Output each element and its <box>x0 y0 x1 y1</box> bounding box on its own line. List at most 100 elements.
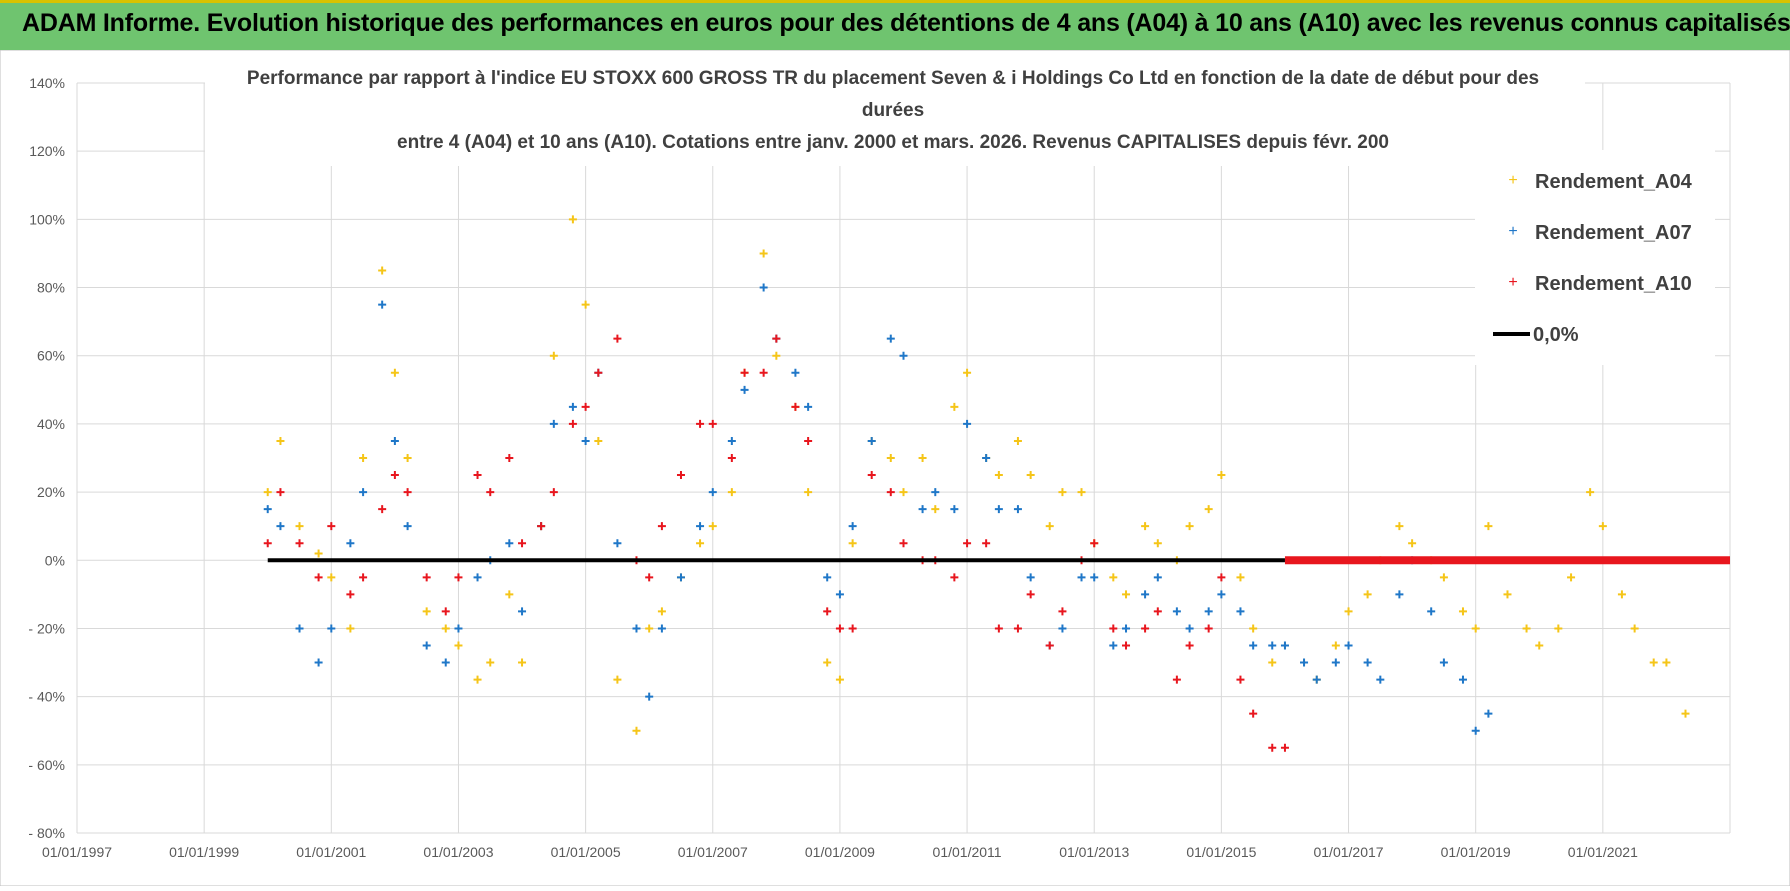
y-tick-label: - 20% <box>28 620 65 636</box>
point-rendement_a07 <box>295 624 304 633</box>
point-rendement_a04 <box>759 249 768 258</box>
point-rendement_a07 <box>390 436 399 445</box>
point-rendement_a10 <box>645 573 654 582</box>
point-rendement_a10 <box>327 522 336 531</box>
point-rendement_a10 <box>1058 607 1067 616</box>
x-tick-label: 01/01/2011 <box>933 844 1002 860</box>
point-rendement_a07 <box>1300 658 1309 667</box>
x-tick-label: 01/01/2013 <box>1059 844 1129 860</box>
y-tick-label: 40% <box>37 416 65 432</box>
y-axis-ticks: 140% 120% 100% 80% 60% 40% 20% 0% - 20% - 40% - 60… <box>28 75 65 841</box>
point-rendement_a10 <box>613 334 622 343</box>
point-rendement_a04 <box>918 454 927 462</box>
point-rendement_a07 <box>1268 641 1277 650</box>
point-rendement_a07 <box>276 522 285 531</box>
point-rendement_a04 <box>263 488 272 497</box>
point-rendement_a04 <box>1503 590 1512 599</box>
point-rendement_a04 <box>823 658 832 667</box>
point-rendement_a07 <box>823 573 832 582</box>
point-rendement_a04 <box>1045 522 1054 531</box>
point-rendement_a07 <box>886 334 895 343</box>
point-rendement_a04 <box>295 522 304 531</box>
point-rendement_a10 <box>518 539 527 548</box>
x-tick-label: 01/01/2001 <box>296 844 366 860</box>
point-rendement_a07 <box>1058 624 1067 633</box>
point-rendement_a10 <box>1026 590 1035 599</box>
point-rendement_a04 <box>696 539 705 548</box>
point-rendement_a10 <box>886 488 895 497</box>
point-rendement_a10 <box>1045 641 1054 650</box>
point-rendement_a07 <box>378 300 387 309</box>
point-rendement_a07 <box>982 454 991 462</box>
point-rendement_a07 <box>1153 573 1162 582</box>
point-rendement_a04 <box>1217 471 1226 480</box>
x-tick-label: 01/01/2005 <box>551 844 621 860</box>
point-rendement_a04 <box>1109 573 1118 582</box>
point-rendement_a04 <box>899 488 908 497</box>
point-rendement_a07 <box>899 351 908 360</box>
point-rendement_a07 <box>1344 641 1353 650</box>
point-rendement_a10 <box>454 573 463 582</box>
point-rendement_a04 <box>848 539 857 548</box>
point-rendement_a04 <box>1013 436 1022 445</box>
point-rendement_a07 <box>327 624 336 633</box>
point-rendement_a10 <box>441 607 450 616</box>
point-rendement_a04 <box>632 726 641 735</box>
x-tick-label: 01/01/2003 <box>423 844 493 860</box>
point-rendement_a10 <box>982 539 991 548</box>
legend-a10-marker: + <box>1508 274 1517 291</box>
point-rendement_a04 <box>950 402 959 411</box>
point-rendement_a07 <box>1363 658 1372 667</box>
point-rendement_a04 <box>1268 658 1277 667</box>
point-rendement_a10 <box>390 471 399 480</box>
point-rendement_a04 <box>1249 624 1258 633</box>
point-rendement_a10 <box>848 624 857 633</box>
point-rendement_a07 <box>473 573 482 582</box>
point-rendement_a07 <box>441 658 450 667</box>
point-rendement_a07 <box>1280 641 1289 650</box>
point-rendement_a04 <box>994 471 1003 480</box>
point-rendement_a07 <box>950 505 959 514</box>
point-rendement_a10 <box>403 488 412 497</box>
point-rendement_a10 <box>963 539 972 548</box>
point-rendement_a07 <box>1013 505 1022 514</box>
point-rendement_a04 <box>1662 658 1671 667</box>
point-rendement_a04 <box>645 624 654 633</box>
point-rendement_a07 <box>1395 590 1404 599</box>
point-rendement_a10 <box>759 368 768 377</box>
point-rendement_a07 <box>1249 641 1258 650</box>
point-rendement_a10 <box>486 488 495 497</box>
point-rendement_a07 <box>422 641 431 650</box>
point-rendement_a04 <box>1535 641 1544 650</box>
banner-title: ADAM Informe. Evolution historique des p… <box>22 9 1790 37</box>
point-rendement_a10 <box>1280 743 1289 752</box>
point-rendement_a10 <box>772 334 781 343</box>
point-rendement_a10 <box>708 419 717 428</box>
point-rendement_a04 <box>1204 505 1213 514</box>
point-rendement_a04 <box>518 658 527 667</box>
legend-a07-marker: + <box>1508 223 1517 240</box>
point-rendement_a10 <box>1204 624 1213 633</box>
title-banner: ADAM Informe. Evolution historique des p… <box>0 0 1790 50</box>
point-rendement_a10 <box>899 539 908 548</box>
point-rendement_a04 <box>403 454 412 462</box>
point-rendement_a04 <box>727 488 736 497</box>
legend-a04-label: Rendement_A04 <box>1535 171 1693 193</box>
point-rendement_a04 <box>454 641 463 650</box>
x-axis-ticks: 01/01/1997 01/01/1999 01/01/2001 01/01/2003… <box>42 844 1638 860</box>
point-rendement_a10 <box>276 488 285 497</box>
point-rendement_a07 <box>632 624 641 633</box>
point-rendement_a04 <box>613 675 622 684</box>
point-rendement_a04 <box>1026 471 1035 480</box>
y-tick-label: 140% <box>29 75 65 91</box>
point-rendement_a10 <box>867 471 876 480</box>
point-rendement_a07 <box>848 522 857 531</box>
point-rendement_a10 <box>295 539 304 548</box>
point-rendement_a07 <box>549 419 558 428</box>
point-rendement_a04 <box>1408 539 1417 548</box>
point-rendement_a10 <box>581 402 590 411</box>
x-tick-label: 01/01/1997 <box>42 844 112 860</box>
point-rendement_a07 <box>1122 624 1131 633</box>
point-rendement_a07 <box>963 419 972 428</box>
point-rendement_a04 <box>835 675 844 684</box>
